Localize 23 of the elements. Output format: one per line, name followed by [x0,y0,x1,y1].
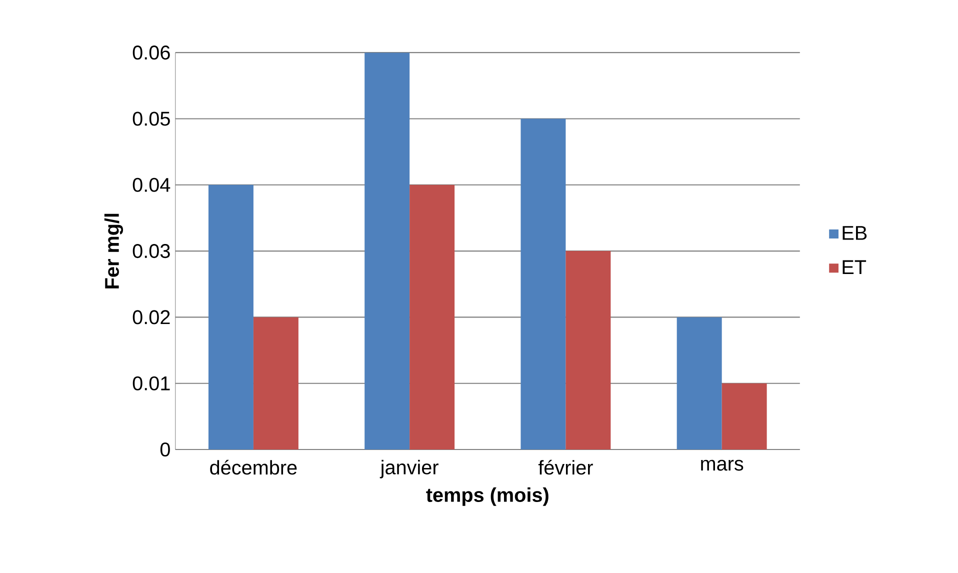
bar [364,52,410,450]
legend-label: ET [842,260,866,274]
x-axis-title: temps (mois) [426,488,548,506]
legend-label: EB [842,226,867,240]
x-tick-label: mars [701,460,744,471]
y-tick-label: 0.03 [132,244,170,258]
bar [566,251,611,450]
y-tick-label: 0.02 [132,310,170,324]
bar [410,185,455,450]
bar [722,384,767,450]
bar [253,317,298,450]
y-tick-label: 0.01 [132,376,170,391]
y-axis-title: Fer mg/l [104,214,124,289]
y-tick-label: 0.05 [132,112,170,126]
y-tick-label: 0 [160,442,170,457]
bar [208,185,254,450]
x-tick-label: décembre [210,460,297,475]
y-tick-label: 0.04 [132,178,170,192]
x-tick-label: janvier [380,460,438,479]
x-tick-label: février [538,460,593,475]
bar [676,317,722,450]
y-tick-label: 0.06 [132,46,170,60]
bar [520,118,566,450]
